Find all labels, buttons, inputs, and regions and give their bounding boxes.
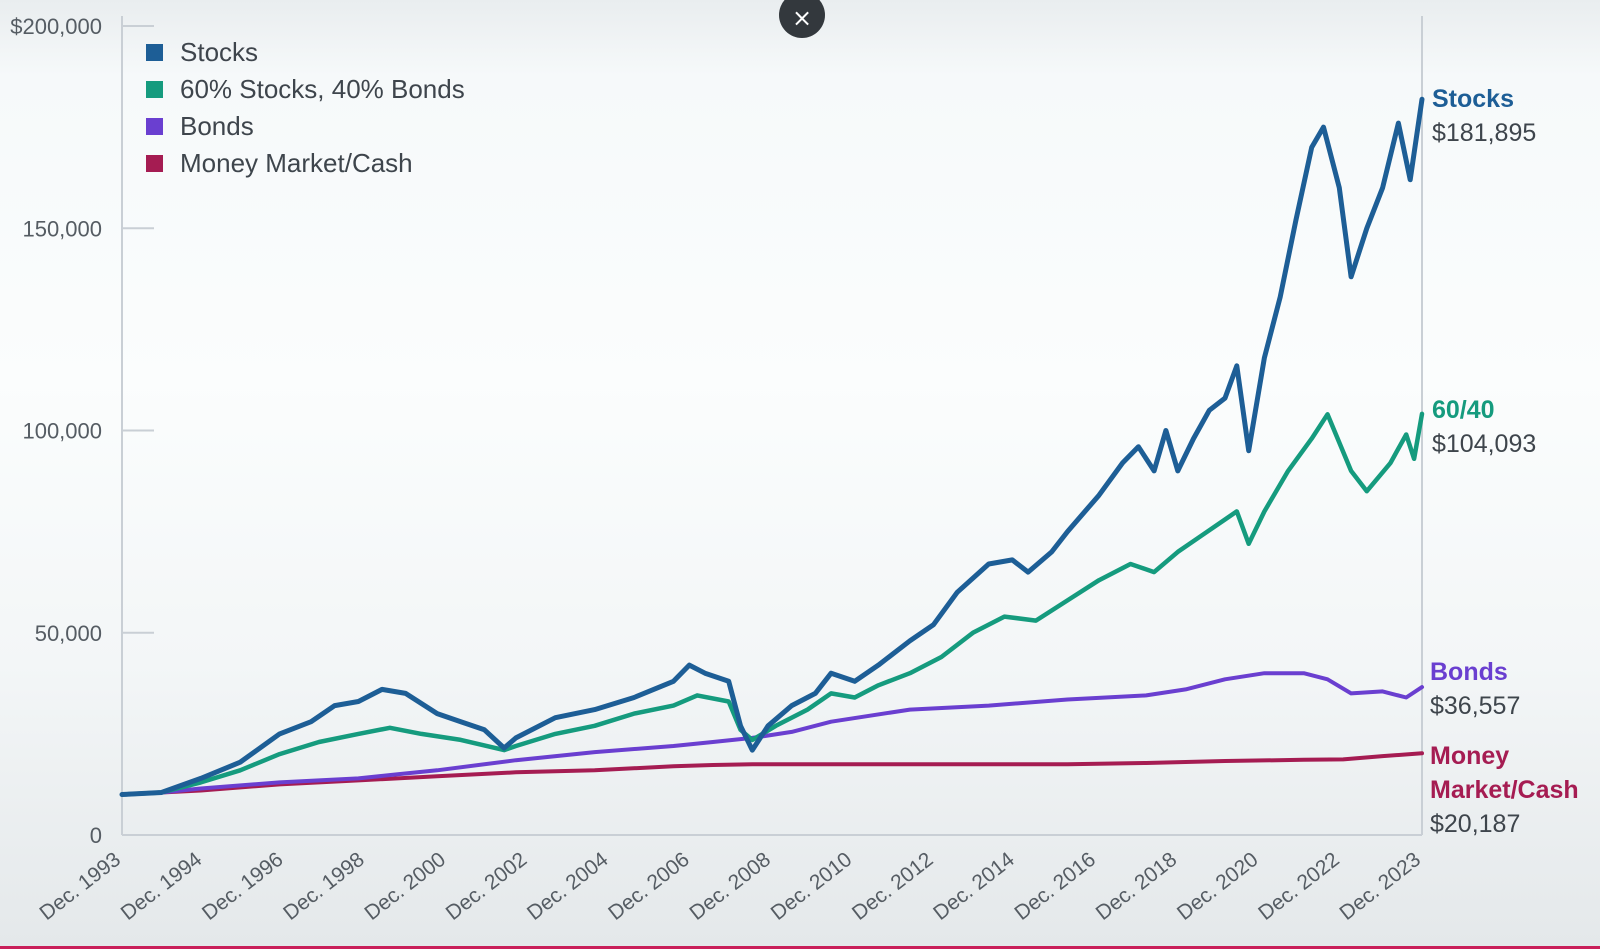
x-tick-label: Dec. 2014 xyxy=(929,848,1019,925)
x-tick-label: Dec. 2010 xyxy=(767,848,857,925)
x-tick-label: Dec. 1996 xyxy=(198,848,288,925)
y-tick-label: 100,000 xyxy=(22,419,102,444)
x-tick-label: Dec. 2016 xyxy=(1010,848,1100,925)
close-icon: × xyxy=(791,4,813,32)
series-line-sixty_forty xyxy=(119,411,1425,797)
end-label-name: Market/Cash xyxy=(1430,776,1579,804)
legend-swatch xyxy=(146,118,163,135)
y-tick-label: 50,000 xyxy=(35,621,102,646)
y-tick-label: $200,000 xyxy=(10,14,102,39)
end-label-value: $20,187 xyxy=(1430,810,1520,838)
series-line-cash xyxy=(120,751,1424,797)
end-labels: Stocks $181,895 60/40 $104,093 Bonds $36,557 M… xyxy=(1430,85,1579,838)
end-label-name: 60/40 xyxy=(1432,396,1495,424)
y-tick-label: 150,000 xyxy=(22,216,102,241)
legend-label: 60% Stocks, 40% Bonds xyxy=(180,74,465,104)
x-tick-label: Dec. 2004 xyxy=(523,848,613,925)
end-label-name: Money xyxy=(1430,742,1509,770)
end-label-value: $181,895 xyxy=(1432,119,1536,147)
x-tick-label: Dec. 2000 xyxy=(360,848,450,925)
x-tick-label: Dec. 2020 xyxy=(1173,848,1263,925)
legend-swatch xyxy=(146,155,163,172)
x-tick-label: Dec. 2012 xyxy=(848,848,938,925)
x-tick-label: Dec. 1998 xyxy=(279,848,369,925)
x-tick-label: Dec. 2018 xyxy=(1092,848,1182,925)
legend: Stocks 60% Stocks, 40% Bonds Bonds Money Ma… xyxy=(146,37,465,178)
series-lines xyxy=(119,96,1425,797)
legend-label: Stocks xyxy=(180,37,258,67)
end-label-name: Bonds xyxy=(1430,658,1508,686)
x-tick-label: Dec. 2022 xyxy=(1254,848,1344,925)
bottom-progress-bar xyxy=(0,946,1600,949)
legend-swatch xyxy=(146,81,163,98)
legend-label: Bonds xyxy=(180,111,254,141)
legend-label: Money Market/Cash xyxy=(180,148,413,178)
x-tick-label: Dec. 1993 xyxy=(35,848,125,925)
x-tick-label: Dec. 1994 xyxy=(117,848,207,925)
end-label-value: $36,557 xyxy=(1430,692,1520,720)
series-line-stocks xyxy=(119,96,1425,797)
x-tick-label: Dec. 2006 xyxy=(604,848,694,925)
series-line-bonds xyxy=(120,671,1424,797)
y-axis: $200,000 150,000 100,000 50,000 0 xyxy=(10,14,154,848)
y-tick-label: 0 xyxy=(90,823,102,848)
x-tick-label: Dec. 2008 xyxy=(685,848,775,925)
x-tick-label: Dec. 2023 xyxy=(1335,848,1425,925)
end-label-name: Stocks xyxy=(1432,85,1514,113)
x-tick-label: Dec. 2002 xyxy=(442,848,532,925)
legend-swatch xyxy=(146,44,163,61)
end-label-value: $104,093 xyxy=(1432,430,1536,458)
close-button[interactable]: × xyxy=(779,0,825,38)
